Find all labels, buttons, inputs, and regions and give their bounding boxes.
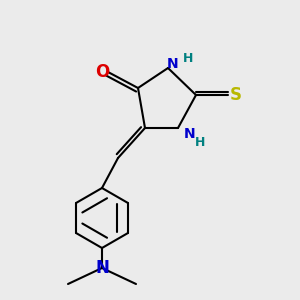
- Text: N: N: [167, 57, 178, 71]
- Text: H: H: [195, 136, 205, 148]
- Text: N: N: [95, 259, 109, 277]
- Text: O: O: [95, 63, 109, 81]
- Text: N: N: [184, 127, 196, 141]
- Text: S: S: [230, 86, 242, 104]
- Text: H: H: [183, 52, 193, 64]
